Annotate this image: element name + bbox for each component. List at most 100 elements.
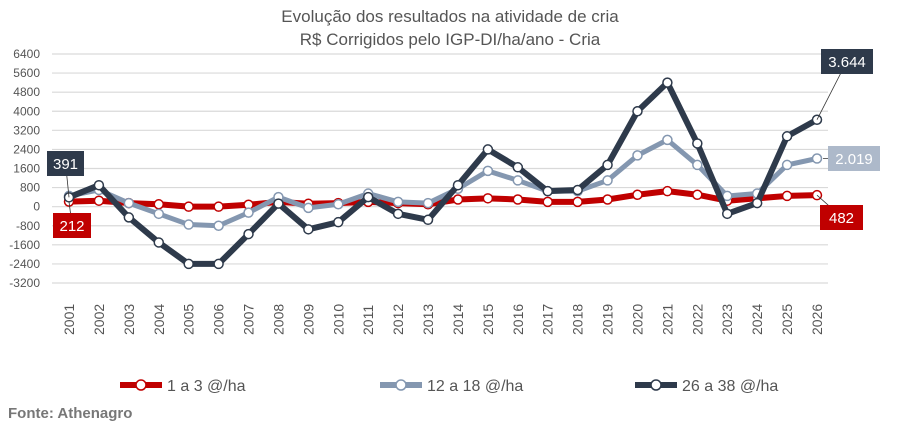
data-point [303, 224, 314, 235]
data-point [153, 208, 165, 220]
data-point [542, 196, 553, 208]
data-point [273, 198, 284, 209]
data-label: 2.019 [835, 151, 873, 168]
series-line [68, 137, 818, 229]
data-point [662, 77, 673, 88]
data-point [512, 162, 524, 173]
legend-label: 1 a 3 @/ha [167, 378, 246, 395]
data-label-box [828, 146, 880, 171]
x-tick-label: 2021 [659, 304, 675, 335]
data-label-box [47, 151, 84, 176]
chart-title: Evolução dos resultados na atividade de … [281, 7, 619, 26]
data-label-box [53, 213, 91, 238]
y-tick-label: 4000 [13, 104, 40, 118]
data-point [781, 159, 793, 171]
data-label: 482 [829, 210, 854, 227]
data-point [542, 185, 553, 197]
data-point [123, 197, 135, 209]
data-point [153, 237, 165, 248]
x-tick-label: 2025 [779, 304, 795, 335]
data-point [482, 193, 494, 204]
data-label-box [820, 205, 863, 230]
data-point [213, 258, 224, 270]
data-point [781, 131, 793, 142]
data-point [422, 214, 434, 226]
data-point [123, 212, 135, 223]
data-point [692, 189, 703, 200]
data-point [213, 201, 224, 212]
data-point [93, 195, 105, 206]
legend-marker [650, 379, 662, 391]
x-tick-label: 2015 [480, 304, 496, 335]
data-point [602, 159, 613, 171]
x-tick-label: 2004 [151, 304, 167, 335]
x-tick-label: 2011 [360, 305, 376, 335]
data-point [392, 196, 404, 208]
data-point [482, 144, 494, 155]
x-tick-label: 2010 [330, 304, 346, 335]
x-tick-label: 2002 [91, 304, 107, 335]
x-tick-label: 2001 [61, 304, 77, 335]
data-point [243, 207, 254, 218]
data-point [632, 189, 643, 200]
source-note: Fonte: Athenagro [8, 405, 133, 422]
x-tick-label: 2006 [211, 304, 227, 335]
legend-label: 12 a 18 @/ha [427, 378, 523, 395]
x-tick-label: 2019 [600, 304, 616, 335]
data-point [422, 197, 434, 209]
legend-marker [395, 379, 407, 391]
data-point [572, 196, 583, 208]
data-point [153, 199, 165, 210]
data-label: 391 [53, 156, 78, 173]
x-tick-label: 2013 [420, 304, 436, 335]
y-tick-label: 1600 [13, 162, 40, 176]
data-point [183, 201, 194, 212]
x-tick-label: 2024 [749, 304, 765, 335]
y-tick-label: 0 [33, 200, 40, 214]
data-point [572, 184, 583, 196]
x-tick-label: 2017 [540, 304, 556, 335]
line-chart: Evolução dos resultados na atividade de … [9, 7, 880, 395]
data-point [333, 216, 344, 228]
x-tick-label: 2016 [510, 304, 526, 335]
data-point [781, 190, 793, 202]
y-tick-label: 3200 [13, 123, 40, 137]
chart-subtitle: R$ Corrigidos pelo IGP-DI/ha/ano - Cria [300, 30, 601, 49]
x-tick-label: 2014 [450, 304, 466, 335]
x-tick-label: 2026 [809, 304, 825, 335]
y-tick-label: -2400 [9, 257, 40, 271]
data-point [213, 220, 224, 231]
y-tick-label: -3200 [9, 276, 40, 290]
data-point [482, 165, 494, 177]
data-point [183, 258, 194, 270]
data-point [303, 202, 314, 214]
data-point [333, 199, 344, 210]
x-tick-label: 2012 [390, 304, 406, 335]
x-tick-label: 2003 [121, 304, 137, 335]
y-tick-label: 4800 [13, 85, 40, 99]
data-point [243, 228, 254, 240]
data-point [692, 159, 703, 171]
data-point [602, 175, 613, 186]
data-point [662, 185, 673, 197]
y-tick-label: 5600 [13, 66, 40, 80]
x-tick-label: 2020 [629, 304, 645, 335]
data-point [512, 175, 524, 186]
data-label-box [821, 49, 873, 74]
data-point [392, 208, 404, 220]
data-point [721, 208, 733, 220]
x-tick-label: 2007 [241, 304, 257, 335]
x-tick-label: 2023 [719, 304, 735, 335]
data-point [751, 197, 763, 209]
x-tick-label: 2022 [689, 304, 705, 335]
legend-label: 26 a 38 @/ha [682, 378, 778, 395]
data-point [662, 134, 673, 146]
x-tick-label: 2018 [570, 304, 586, 335]
data-point [452, 179, 464, 191]
data-point [692, 138, 703, 149]
x-tick-label: 2009 [300, 304, 316, 335]
x-tick-label: 2005 [181, 304, 197, 335]
y-tick-label: 2400 [13, 142, 40, 156]
data-point [362, 191, 374, 203]
